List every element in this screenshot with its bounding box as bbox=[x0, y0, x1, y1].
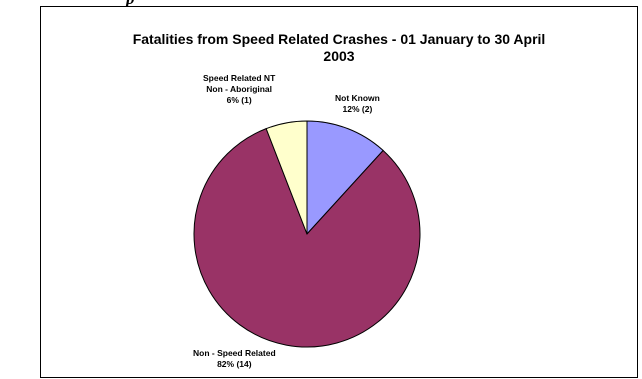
chart-title: Fatalities from Speed Related Crashes - … bbox=[41, 31, 637, 65]
cropped-heading: p bbox=[126, 0, 166, 9]
slice-label-not-known: Not Known 12% (2) bbox=[335, 93, 380, 115]
chart-frame: Fatalities from Speed Related Crashes - … bbox=[40, 6, 638, 378]
slice-label-non-speed-related-line-2: 82% (14) bbox=[217, 359, 252, 369]
slice-label-speed-related-nt: Speed Related NT Non - Aboriginal 6% (1) bbox=[203, 73, 275, 106]
slice-label-not-known-line-2: 12% (2) bbox=[342, 104, 373, 114]
pie-slice-not-known bbox=[306, 120, 384, 236]
pie-slice-non-speed-related bbox=[193, 127, 421, 348]
pie-slice-speed-related-nt-non-aboriginal bbox=[265, 120, 308, 235]
slice-label-non-speed-related-line-1: Non - Speed Related bbox=[193, 348, 276, 358]
chart-title-line-1: Fatalities from Speed Related Crashes - … bbox=[132, 31, 546, 47]
slice-label-speed-related-nt-line-3: 6% (1) bbox=[226, 95, 252, 105]
slice-label-speed-related-nt-line-1: Speed Related NT bbox=[203, 73, 276, 83]
slice-label-speed-related-nt-line-2: Non - Aboriginal bbox=[206, 84, 273, 94]
pie-chart bbox=[193, 120, 421, 348]
slice-label-not-known-line-1: Not Known bbox=[335, 93, 380, 103]
slice-label-non-speed-related: Non - Speed Related 82% (14) bbox=[193, 348, 276, 370]
chart-title-line-2: 2003 bbox=[323, 48, 355, 64]
